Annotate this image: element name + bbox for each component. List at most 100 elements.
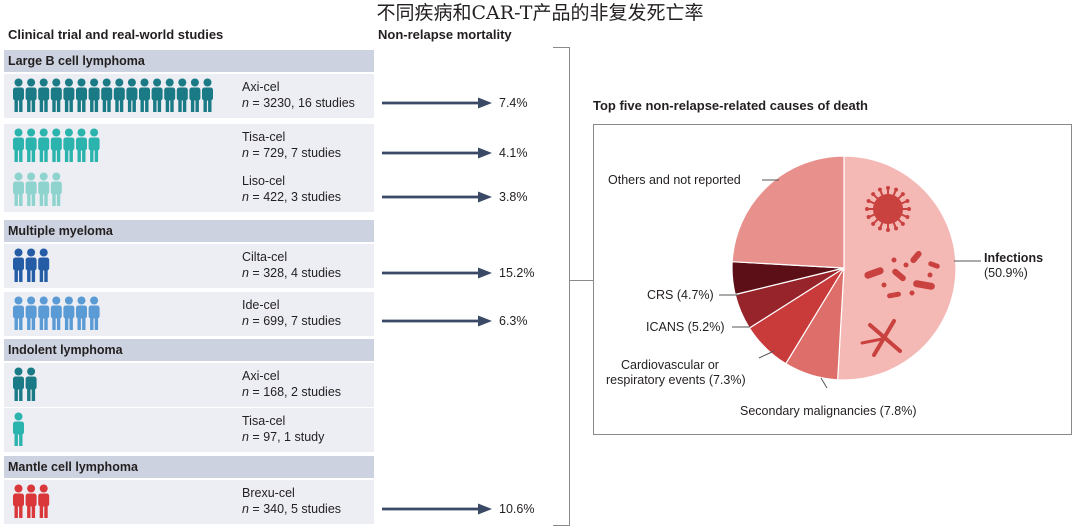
patient-icons	[13, 128, 100, 162]
person-icon	[13, 484, 24, 518]
nrm-arrow	[382, 267, 492, 279]
person-icon	[25, 128, 37, 162]
person-icon	[88, 78, 100, 112]
person-icon	[113, 78, 125, 112]
product-name: Brexu-cel	[242, 486, 295, 500]
person-icon	[101, 78, 113, 112]
nrm-value: 10.6%	[499, 502, 535, 516]
category-header: Mantle cell lymphoma	[4, 456, 374, 478]
nrm-arrow	[382, 147, 492, 159]
nrm-value: 15.2%	[499, 266, 535, 280]
study-row: Tisa-cel n = 97, 1 study	[4, 408, 374, 452]
study-row: Ide-cel n = 699, 7 studies	[4, 292, 374, 336]
person-icon	[13, 296, 24, 330]
nrm-value: 7.4%	[499, 96, 528, 110]
label-infections: Infections	[984, 251, 1044, 265]
label-others: Others and not reported	[608, 173, 741, 187]
study-row: Brexu-cel n = 340, 5 studies	[4, 480, 374, 524]
product-name: Cilta-cel	[242, 250, 288, 264]
label-infections-value: (50.9%)	[984, 266, 1028, 280]
person-icon	[126, 78, 138, 112]
person-icon	[38, 248, 50, 282]
study-row: Cilta-cel n = 328, 4 studies	[4, 244, 374, 288]
person-icon	[38, 128, 50, 162]
person-icon	[38, 78, 50, 112]
product-name: Axi-cel	[242, 80, 280, 94]
person-icon	[13, 172, 24, 206]
pie-slice-others-and-not-reported	[731, 155, 845, 269]
product-name: Tisa-cel	[242, 414, 286, 428]
label-crs: CRS (4.7%)	[647, 288, 714, 302]
category-header: Multiple myeloma	[4, 220, 374, 242]
leader-line	[820, 377, 828, 389]
person-icon	[189, 78, 201, 112]
person-icon	[88, 296, 100, 330]
person-icon	[76, 78, 87, 112]
person-icon	[25, 172, 37, 206]
study-row: Tisa-cel n = 729, 7 studies	[4, 124, 374, 168]
leader-line	[758, 350, 775, 359]
nrm-value: 3.8%	[499, 190, 528, 204]
person-icon	[63, 296, 75, 330]
bacteria-icon	[864, 250, 940, 299]
sample-size: n = 699, 7 studies	[242, 314, 342, 328]
person-icon	[13, 248, 24, 282]
person-icon	[25, 78, 37, 112]
person-icon	[50, 296, 62, 330]
patient-icons	[13, 412, 24, 446]
bracket-line	[553, 47, 570, 526]
nrm-column-header: Non-relapse mortality	[378, 27, 512, 42]
product-name: Liso-cel	[242, 174, 286, 188]
nrm-arrow	[382, 97, 492, 109]
nrm-arrow	[382, 191, 492, 203]
person-icon	[76, 128, 87, 162]
left-column-header: Clinical trial and real-world studies	[8, 27, 224, 42]
nrm-arrow	[382, 503, 492, 515]
pie-chart-box: Others and not reported Infections (50.9%)…	[593, 124, 1072, 435]
sample-size: n = 729, 7 studies	[242, 146, 342, 160]
product-name: Tisa-cel	[242, 130, 286, 144]
patient-icons	[13, 296, 100, 330]
sample-size: n = 3230, 16 studies	[242, 96, 355, 110]
study-row: Axi-cel n = 168, 2 studies	[4, 363, 374, 407]
product-label: Ide-cel n = 699, 7 studies	[242, 297, 341, 329]
virus-icon	[865, 186, 911, 232]
sample-size: n = 422, 3 studies	[242, 190, 342, 204]
person-icon	[50, 78, 62, 112]
person-icon	[25, 484, 37, 518]
category-header: Large B cell lymphoma	[4, 50, 374, 72]
product-label: Liso-cel n = 422, 3 studies	[242, 173, 341, 205]
page-title: 不同疾病和CAR-T产品的非复发死亡率	[376, 2, 704, 24]
product-label: Brexu-cel n = 340, 5 studies	[242, 485, 341, 517]
product-label: Cilta-cel n = 328, 4 studies	[242, 249, 341, 281]
product-label: Tisa-cel n = 729, 7 studies	[242, 129, 341, 161]
label-cardio-line2: respiratory events (7.3%)	[606, 373, 746, 387]
person-icon	[38, 172, 50, 206]
person-icon	[164, 78, 176, 112]
person-icon	[50, 172, 62, 206]
label-icans: ICANS (5.2%)	[646, 320, 725, 334]
nrm-arrow	[382, 315, 492, 327]
person-icon	[25, 367, 37, 401]
sample-size: n = 340, 5 studies	[242, 502, 342, 516]
person-icon	[25, 248, 37, 282]
product-name: Axi-cel	[242, 369, 280, 383]
person-icon	[13, 367, 24, 401]
person-icon	[50, 128, 62, 162]
nrm-value: 6.3%	[499, 314, 528, 328]
person-icon	[13, 412, 24, 446]
study-row: Liso-cel n = 422, 3 studies	[4, 168, 374, 212]
pie-chart-title: Top five non-relapse-related causes of d…	[593, 98, 868, 113]
person-icon	[76, 296, 87, 330]
pie-chart	[719, 155, 981, 389]
patient-icons	[13, 172, 62, 206]
label-cardio-line1: Cardiovascular or	[621, 358, 719, 372]
product-label: Tisa-cel n = 97, 1 study	[242, 413, 324, 445]
person-icon	[88, 128, 100, 162]
person-icon	[63, 128, 75, 162]
patient-icons	[13, 248, 50, 282]
product-name: Ide-cel	[242, 298, 280, 312]
nrm-value: 4.1%	[499, 146, 528, 160]
patient-icons	[13, 78, 213, 112]
category-header: Indolent lymphoma	[4, 339, 374, 361]
